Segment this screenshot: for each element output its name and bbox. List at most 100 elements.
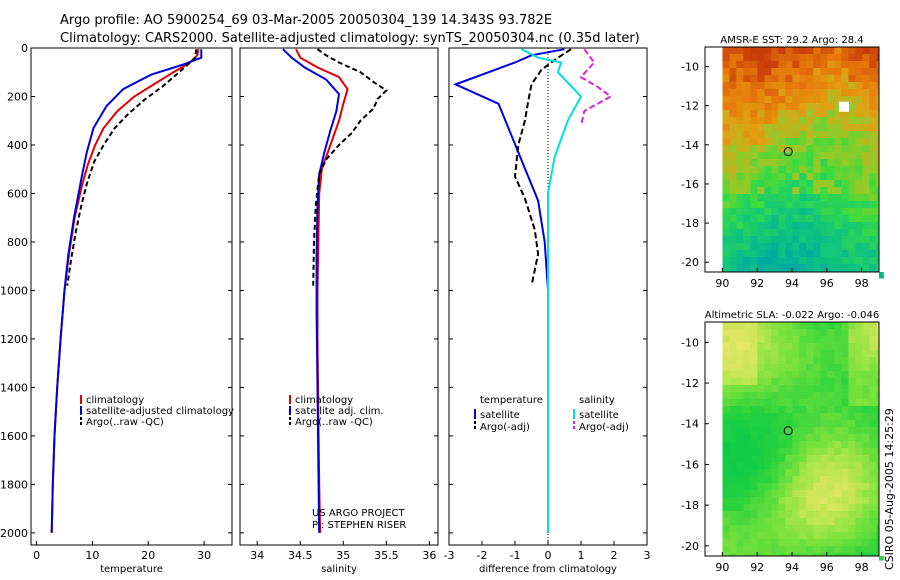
heatmap-cell [834,243,842,251]
heatmap-cell [813,257,821,265]
heatmap-cell [736,187,744,195]
heatmap-cell [834,413,842,421]
heatmap-cell [848,103,856,111]
heatmap-cell [785,371,793,379]
heatmap-cell [806,61,814,69]
heatmap-cell [750,476,758,484]
heatmap-cell [771,350,779,358]
heatmap-cell [743,357,751,365]
x-tick-label: 34 [250,549,264,562]
heatmap-cell [827,546,835,554]
heatmap-cell [813,399,821,407]
heatmap-cell [862,518,870,526]
heatmap-cell [806,336,814,344]
heatmap-cell [750,68,758,76]
heatmap-cell [862,532,870,540]
heatmap-cell [806,399,814,407]
heatmap-cell [813,406,821,414]
heatmap-cell [743,413,751,421]
y-tick-label: -12 [681,377,699,390]
heatmap-cell [729,329,737,337]
heatmap-cell [736,322,744,330]
heatmap-cell [813,131,821,139]
heatmap-cell [764,532,772,540]
heatmap-cell [869,427,877,435]
heatmap-cell [785,343,793,351]
heatmap-cell [764,518,772,526]
heatmap-cell [792,392,800,400]
heatmap-cell [848,322,856,330]
heatmap-cell [813,539,821,547]
heatmap-cell [736,448,744,456]
heatmap-cell [848,75,856,83]
heatmap-cell [799,117,807,125]
heatmap-cell [855,448,863,456]
heatmap-cell [834,54,842,62]
heatmap-cell [841,68,849,76]
heatmap-cell [771,497,779,505]
heatmap-cell [722,329,730,337]
heatmap-cell [799,152,807,160]
heatmap-cell [764,420,772,428]
heatmap-cell [792,357,800,365]
heatmap-cell [722,399,730,407]
legend-entry: satellite [480,410,520,421]
heatmap-cell [722,469,730,477]
heatmap-cell [792,236,800,244]
heatmap-cell [729,504,737,512]
heatmap-cell [820,336,828,344]
heatmap-cell [750,159,758,167]
heatmap-cell [764,208,772,216]
heatmap-cell [869,131,877,139]
heatmap-cell [736,166,744,174]
heatmap-cell [757,215,765,223]
heatmap-cell [827,448,835,456]
heatmap-cell [750,371,758,379]
y-tick-label: -18 [681,499,699,512]
heatmap-cell [848,399,856,407]
heatmap-cell [792,448,800,456]
heatmap-cell [806,208,814,216]
heatmap-cell [785,166,793,174]
heatmap-cell [736,138,744,146]
heatmap-cell [722,103,730,111]
heatmap-cell [750,187,758,195]
heatmap-cell [736,243,744,251]
heatmap-cell [743,336,751,344]
heatmap-cell [827,329,835,337]
heatmap-cell [799,371,807,379]
heatmap-cell [862,229,870,237]
heatmap-cell [743,350,751,358]
heatmap-cell [778,343,786,351]
heatmap-cell [785,455,793,463]
heatmap-cell [855,54,863,62]
heatmap-cell [729,511,737,519]
heatmap-cell [855,264,863,272]
heatmap-cell [827,250,835,258]
heatmap-cell [722,420,730,428]
heatmap-cell [869,257,877,265]
heatmap-cell [736,378,744,386]
heatmap-cell [806,497,814,505]
heatmap-cell [736,215,744,223]
heatmap-cell [785,236,793,244]
heatmap-cell [743,187,751,195]
heatmap-cell [806,68,814,76]
heatmap-cell [757,476,765,484]
heatmap-cell [799,159,807,167]
heatmap-cell [855,434,863,442]
heatmap-cell [771,546,779,554]
legend-entry: Argo(..raw -QC) [86,417,164,428]
heatmap-cell [827,525,835,533]
heatmap-cell [729,75,737,83]
heatmap-cell [799,399,807,407]
heatmap-cell [827,364,835,372]
heatmap-cell [820,343,828,351]
heatmap-cell [799,138,807,146]
heatmap-cell [806,413,814,421]
heatmap-cell [722,236,730,244]
heatmap-cell [841,336,849,344]
heatmap-cell [799,420,807,428]
heatmap-cell [722,243,730,251]
heatmap-cell [813,385,821,393]
